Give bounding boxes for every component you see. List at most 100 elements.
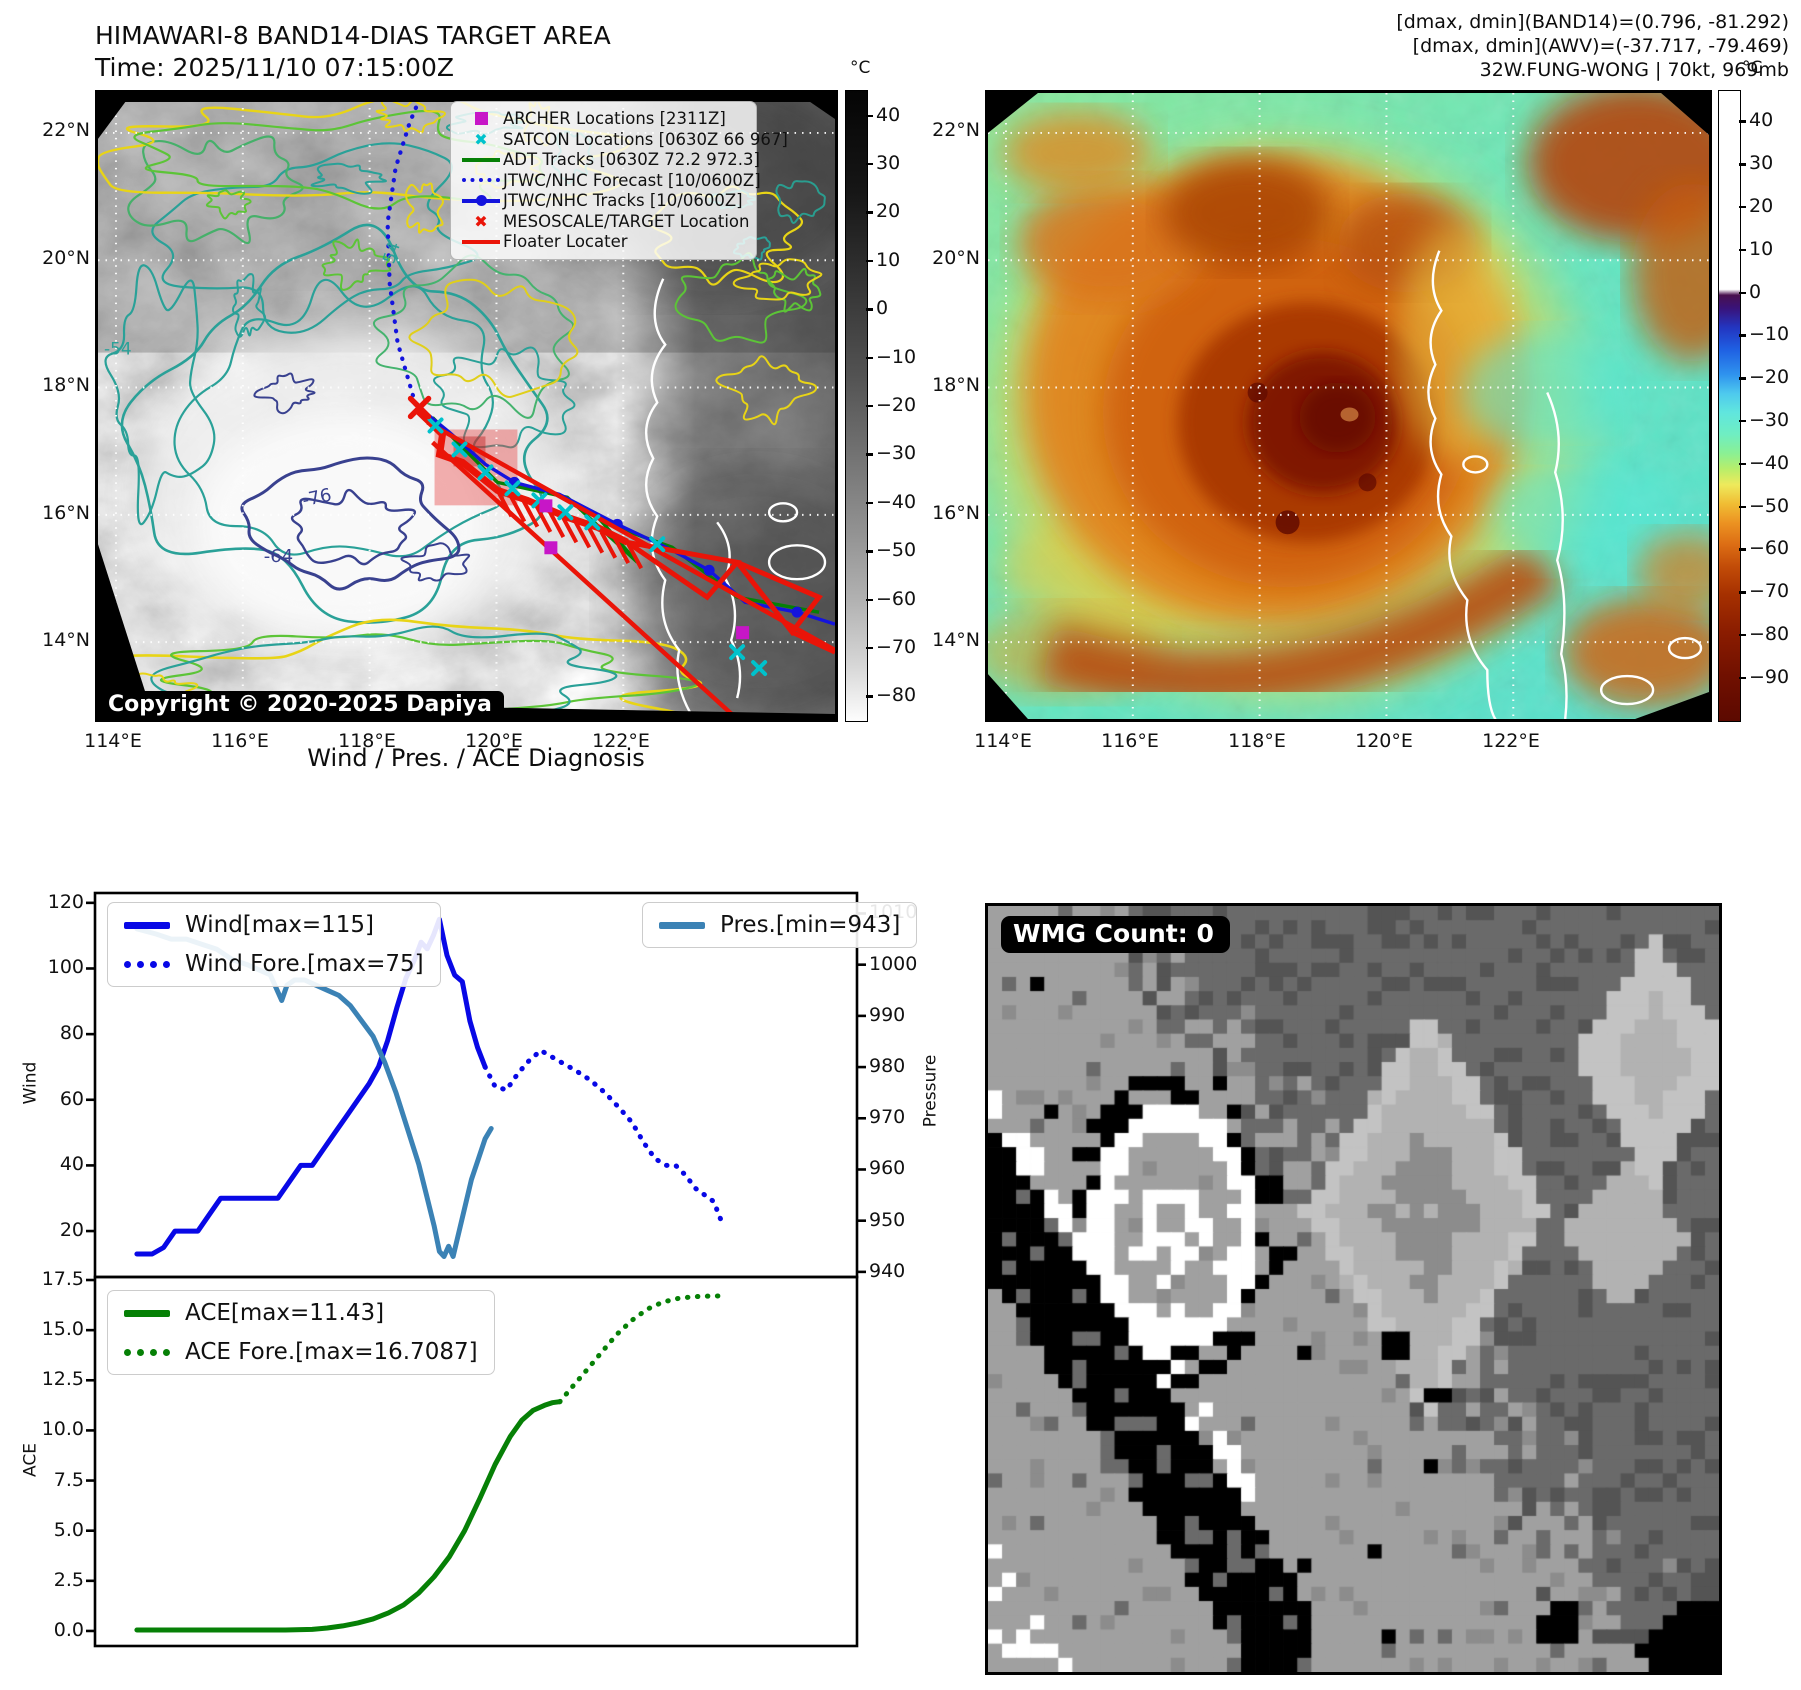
projection-edge (988, 93, 1709, 719)
ace-legend-label: ACE[max=11.43] (185, 1300, 385, 1326)
lon-label: 114°E (84, 730, 142, 752)
legend-item-label: SATCON Locations [0630Z 66 967] (503, 129, 788, 149)
tick-label: 40 (876, 103, 901, 126)
lat-label: 18°N (42, 374, 90, 396)
tick-label: −80 (876, 684, 917, 707)
target-x-icon: ✖ (474, 211, 488, 231)
lat-label: 14°N (932, 629, 980, 651)
band14-colorbar-unit: °C (850, 58, 871, 78)
tick-label: 40 (1749, 109, 1774, 132)
lat-lon-gridlines (988, 93, 1709, 719)
wind-forecast-line-sample (124, 960, 170, 968)
lon-label: 118°E (338, 730, 396, 752)
tick-label: 10.0 (41, 1418, 84, 1441)
legend-item: ADT Tracks [0630Z 72.2 972.3] (459, 150, 760, 170)
satcon-x-icon: ✖ (474, 129, 488, 149)
tick-label: −40 (1749, 451, 1790, 474)
wind-forecast-legend-label: Wind Fore.[max=75] (185, 951, 424, 977)
wind-line-sample (124, 921, 170, 929)
lat-label: 22°N (42, 119, 90, 141)
tick-label: 20 (59, 1219, 84, 1242)
adt-line-icon (459, 157, 503, 162)
tick-label: 2.5 (53, 1568, 84, 1591)
legend-item-label: JTWC/NHC Tracks [10/0600Z] (503, 191, 743, 211)
tick-label: −70 (1749, 580, 1790, 603)
tick-label: 80 (59, 1022, 84, 1045)
band14-time: Time: 2025/11/10 07:15:00Z (95, 53, 454, 82)
coastline (644, 278, 827, 719)
wmg-pixel-image (988, 906, 1719, 1672)
tick-label: 960 (869, 1157, 906, 1180)
wmg-panel (985, 903, 1722, 1675)
lat-label: 22°N (932, 119, 980, 141)
tick-label: 7.5 (53, 1468, 84, 1491)
tick-label: 5.0 (53, 1518, 84, 1541)
tick-label: −60 (1749, 537, 1790, 560)
tick-label: 20 (1749, 195, 1774, 218)
legend-item: ✖ MESOSCALE/TARGET Location (459, 211, 750, 232)
lon-label: 122°E (592, 730, 650, 752)
legend-item: JTWC/NHC Tracks [10/0600Z] (459, 191, 746, 211)
tick-label: −70 (876, 635, 917, 658)
wind-legend-label: Wind[max=115] (185, 912, 375, 938)
diagnosis-title: Wind / Pres. / ACE Diagnosis (307, 744, 645, 772)
lat-label: 20°N (932, 246, 980, 269)
floater-locater-lines (415, 407, 835, 719)
band14-map: -54 54 -76 -64 ARCHER Locations [2311Z] ✖… (95, 90, 838, 722)
legend-item-label: JTWC/NHC Forecast [10/0600Z] (503, 170, 761, 190)
tick-label: −10 (876, 345, 917, 368)
wind-axis-label: Wind (20, 1061, 41, 1105)
legend-item-label: ADT Tracks [0630Z 72.2 972.3] (503, 150, 760, 170)
coastline (1427, 250, 1703, 719)
storm-info: [dmax, dmin](BAND14)=(0.796, -81.292) [d… (1396, 10, 1789, 82)
tick-label: 15.0 (41, 1318, 84, 1341)
awv-colorbar-unit: °C (1742, 58, 1763, 78)
jtwc-forecast-track (385, 96, 422, 407)
tick-label: −30 (876, 442, 917, 465)
tick-label: −50 (1749, 494, 1790, 517)
awv-map (985, 90, 1712, 722)
dmax-dmin-awv: [dmax, dmin](AWV)=(-37.717, -79.469) (1412, 35, 1789, 57)
tick-label: 980 (869, 1055, 906, 1078)
lat-label: 16°N (42, 501, 90, 524)
legend-item: JTWC/NHC Forecast [10/0600Z] (459, 171, 761, 191)
storm-id-intensity: 32W.FUNG-WONG | 70kt, 969mb (1479, 59, 1789, 81)
tick-label: 1000 (869, 952, 918, 975)
pressure-legend-label: Pres.[min=943] (720, 912, 901, 938)
ace-chart (86, 1275, 859, 1648)
tick-label: 10 (876, 248, 901, 271)
archer-markers (539, 499, 750, 640)
tick-label: 40 (59, 1153, 84, 1176)
tick-label: 30 (876, 152, 901, 175)
tick-label: −40 (876, 490, 917, 513)
lon-label: 122°E (1482, 730, 1540, 752)
tick-label: 990 (869, 1003, 906, 1026)
tick-label: −90 (1749, 665, 1790, 688)
forecast-dotted-icon (459, 178, 503, 183)
tick-label: −20 (876, 394, 917, 416)
legend-item: ✖ SATCON Locations [0630Z 66 967] (459, 129, 787, 150)
lon-label: 118°E (1228, 730, 1286, 752)
tick-label: 950 (869, 1208, 906, 1231)
lon-label: 120°E (465, 730, 523, 752)
legend-item: Floater Locater (459, 232, 746, 252)
awv-colorbar (1718, 90, 1741, 722)
pressure-legend: Pres.[min=943] (642, 902, 918, 948)
lat-label: 16°N (932, 501, 980, 524)
tick-label: 0.0 (53, 1618, 84, 1641)
legend-item-label: MESOSCALE/TARGET Location (503, 211, 750, 231)
contour-label: -64 (264, 546, 293, 567)
tick-label: −50 (876, 539, 917, 562)
band14-title: HIMAWARI-8 BAND14-DIAS TARGET AREA (95, 21, 611, 50)
dmax-dmin-band14: [dmax, dmin](BAND14)=(0.796, -81.292) (1396, 11, 1789, 33)
ace-legend: ACE[max=11.43] ACE Fore.[max=16.7087] (107, 1290, 495, 1375)
tick-label: 17.5 (41, 1268, 84, 1290)
tick-label: 12.5 (41, 1368, 84, 1391)
awv-satellite-image (988, 93, 1709, 719)
tick-label: 10 (1749, 237, 1774, 260)
lat-label: 14°N (42, 629, 90, 651)
legend-item-label: Floater Locater (503, 232, 628, 252)
lat-label: 18°N (932, 374, 980, 396)
band14-colorbar (845, 90, 868, 722)
